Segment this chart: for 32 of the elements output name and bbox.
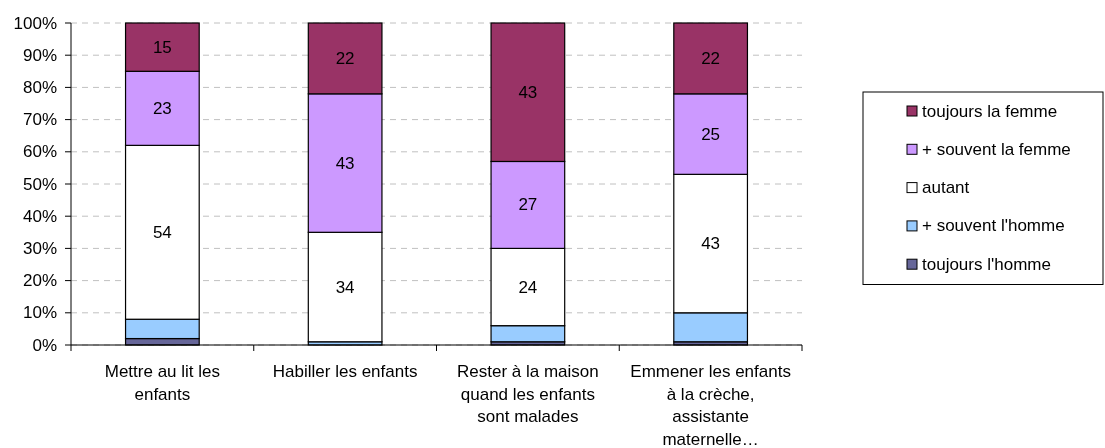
data-label: 43 [335,153,355,173]
data-label: 23 [152,98,172,118]
x-tick-label: Mettre au lit les enfants [104,362,221,404]
data-label: 22 [335,48,355,68]
data-label: 54 [152,222,172,242]
data-label: 15 [152,37,172,57]
legend-label: toujours la femme [922,101,1058,121]
data-label: 43 [701,234,721,254]
data-label: 34 [335,277,355,297]
y-tick-label: 20% [22,271,57,291]
y-tick-label: 70% [22,110,57,130]
y-tick-label: 50% [22,174,57,194]
legend-label: toujours l'homme [922,254,1051,274]
y-tick-label: 60% [22,142,57,162]
legend-label: + souvent l'homme [922,216,1065,236]
data-label: 22 [701,48,721,68]
legend-label: + souvent la femme [922,139,1071,159]
y-tick-label: 10% [22,303,57,323]
y-tick-label: 100% [13,13,57,33]
y-tick-label: 90% [22,45,57,65]
x-tick-label: Emmener les enfants à la crèche, assistante maternelle… [630,362,791,448]
y-tick-label: 80% [22,77,57,97]
data-label: 43 [518,82,538,102]
data-label: 24 [518,277,538,297]
y-tick-label: 30% [22,238,57,258]
y-tick-label: 40% [22,206,57,226]
x-tick-label: Rester à la maison quand les enfants sont malades [457,362,599,426]
data-label: 25 [701,124,721,144]
x-tick-label: Habiller les enfants [272,362,418,381]
data-label: 27 [518,195,538,215]
y-tick-label: 0% [32,335,57,355]
legend-label: autant [922,178,970,198]
